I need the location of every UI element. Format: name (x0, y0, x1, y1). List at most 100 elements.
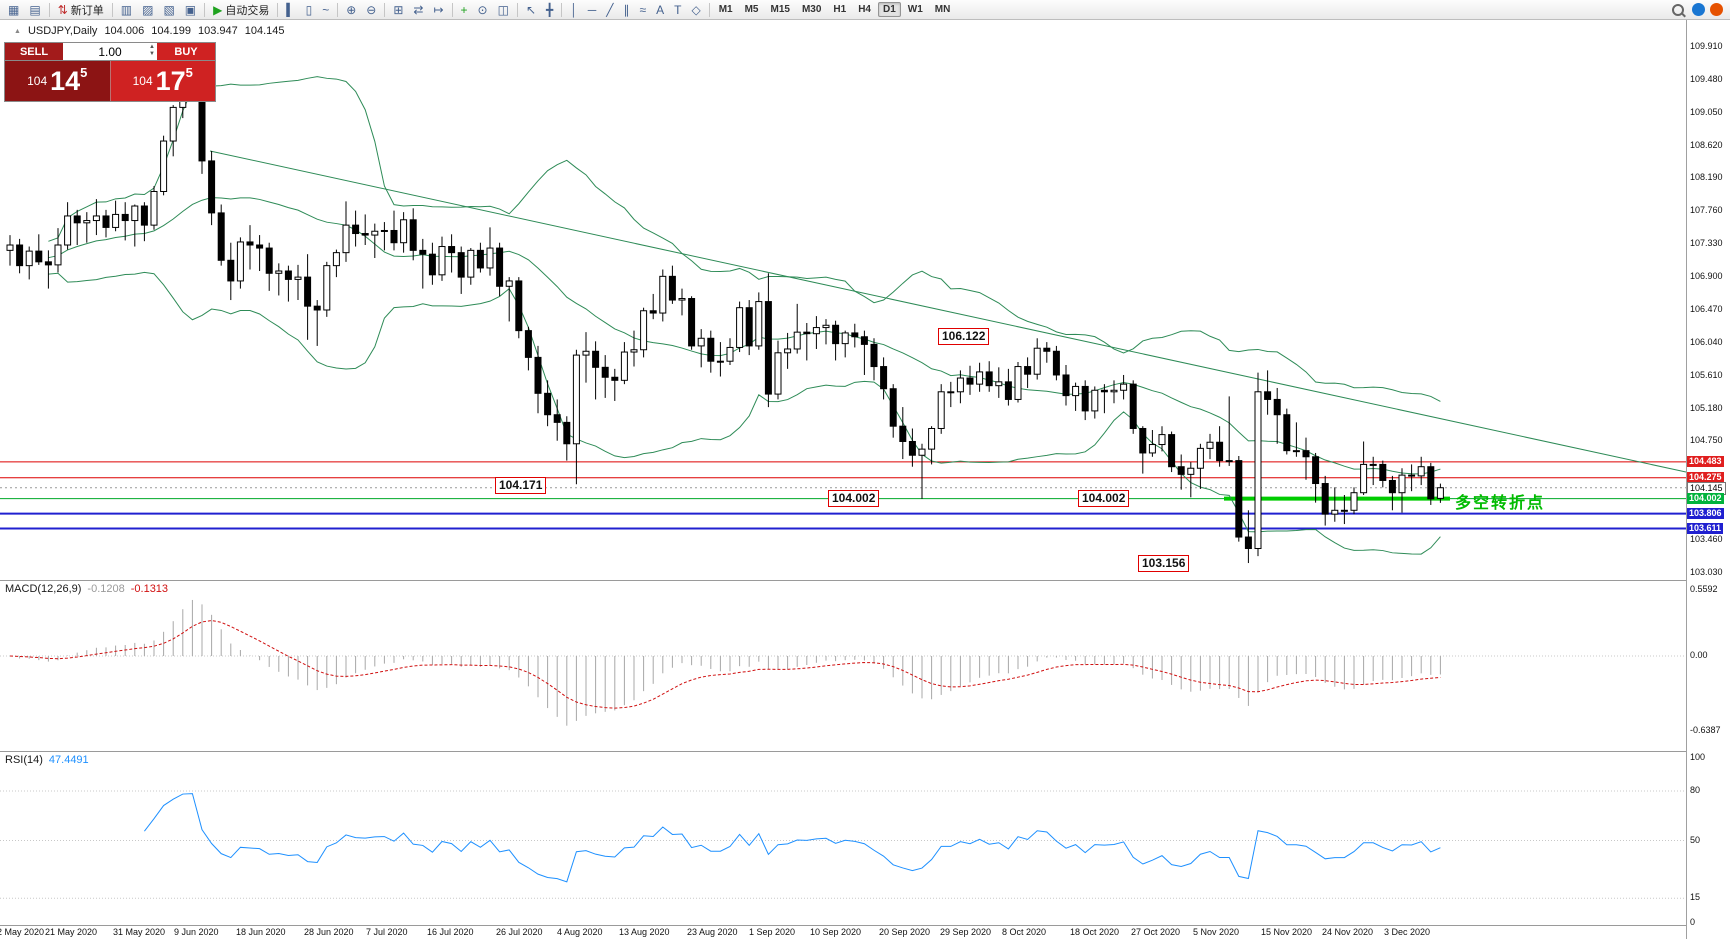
text-label-icon: T (674, 2, 682, 17)
candle (1408, 474, 1416, 477)
new-chart-button[interactable]: ▦ (4, 0, 23, 19)
candle (572, 354, 580, 445)
candle (1100, 389, 1108, 393)
candle (1379, 463, 1387, 481)
price-axis-label: 104.275 (1687, 471, 1724, 483)
chart-profiles-button[interactable]: ▤ (25, 0, 44, 19)
tile-windows-button[interactable]: ⊞ (389, 0, 407, 19)
periods-button[interactable]: ⊙ (474, 0, 492, 19)
candle (284, 270, 292, 280)
price-axis-label: 104.750 (1690, 435, 1723, 446)
candle (937, 391, 945, 429)
new-order-icon: ⇅ (57, 2, 68, 17)
macd-main-value: -0.1208 (87, 583, 125, 595)
candle (1427, 466, 1435, 500)
zoom-out-button[interactable]: ⊖ (362, 0, 380, 19)
date-label: 13 Aug 2020 (619, 927, 670, 937)
rsi-value: 47.4491 (48, 754, 89, 766)
cursor-button[interactable]: ↖ (522, 0, 540, 19)
crosshair-button[interactable]: ╋ (542, 0, 557, 19)
date-label: 21 May 2020 (45, 927, 98, 937)
buy-price-panel[interactable]: 104 17 5 (110, 61, 215, 101)
candle (380, 229, 388, 232)
chart-price-label[interactable]: 104.002 (1078, 490, 1130, 507)
candle (35, 250, 43, 263)
sell-price-base: 104 (27, 74, 48, 88)
price-axis-label: 105.180 (1690, 402, 1723, 413)
timeframe-mn-button[interactable]: MN (934, 4, 951, 15)
data-window-button[interactable]: ▨ (138, 0, 157, 19)
line-chart-button[interactable]: ~ (318, 0, 333, 19)
timeframe-m30-button[interactable]: M30 (801, 4, 822, 15)
candle (1216, 441, 1224, 462)
templates-button[interactable]: ◫ (494, 0, 513, 19)
timeframe-h1-button[interactable]: H1 (833, 4, 847, 15)
zoom-in-button[interactable]: ⊕ (342, 0, 360, 19)
timeframe-m15-button[interactable]: M15 (770, 4, 790, 15)
line-chart-icon: ~ (322, 2, 330, 17)
volume-stepper[interactable]: ▲ ▼ (149, 44, 155, 58)
search-icon[interactable] (1672, 3, 1684, 16)
timeframe-m5-button[interactable]: M5 (744, 4, 759, 15)
navigator-button[interactable]: ▧ (159, 0, 178, 19)
horizontal-line-button[interactable]: ─ (584, 0, 601, 19)
indicators-button[interactable]: + (457, 0, 472, 19)
candle (764, 301, 772, 395)
volume-down-icon[interactable]: ▼ (149, 51, 155, 57)
candle (534, 356, 542, 394)
candle (294, 276, 302, 280)
price-axis[interactable]: 109.910 109.480 109.050 108.620 108.190 107.7… (1686, 20, 1730, 939)
price-axis-label: 107.330 (1690, 238, 1723, 249)
candle (390, 229, 398, 244)
text-button[interactable]: A (652, 0, 668, 19)
volume-input[interactable]: 1.00 ▲ ▼ (63, 43, 157, 60)
timeframe-d1-button[interactable]: D1 (878, 2, 901, 17)
fibonacci-button[interactable]: ≈ (636, 0, 651, 19)
date-label: 31 May 2020 (113, 927, 166, 937)
candle (83, 220, 91, 224)
candle (966, 377, 974, 385)
candle (688, 298, 696, 347)
bar-chart-button[interactable]: ▍ (282, 0, 299, 19)
trendline-button[interactable]: ╱ (602, 0, 617, 19)
volume-up-icon[interactable]: ▲ (149, 44, 155, 50)
candle-chart-button[interactable]: ▯ (302, 0, 317, 19)
terminal-button[interactable]: ▣ (181, 0, 200, 19)
candle (1120, 383, 1128, 391)
timeframe-h4-button[interactable]: H4 (858, 4, 871, 15)
alerts-icon[interactable] (1710, 3, 1723, 16)
candle (1139, 427, 1147, 454)
macd-indicator-title: MACD(12,26,9) -0.1208 -0.1313 (5, 583, 168, 595)
buy-button[interactable]: BUY (157, 43, 215, 60)
price-axis-label: 103.030 (1690, 566, 1723, 577)
sell-button[interactable]: SELL (5, 43, 63, 60)
candle (582, 350, 590, 356)
community-icon[interactable] (1692, 3, 1705, 16)
chart-canvas[interactable] (0, 20, 1686, 939)
shapes-button[interactable]: ◇ (687, 0, 704, 19)
candle (131, 205, 139, 222)
price-axis-label: 0.5592 (1690, 584, 1718, 594)
chart-shift-button[interactable]: ↦ (429, 0, 447, 19)
text-label-button[interactable]: T (670, 0, 685, 19)
sell-price-panel[interactable]: 104 14 5 (5, 61, 111, 101)
price-axis-label: 107.760 (1690, 205, 1723, 216)
timeframe-m1-button[interactable]: M1 (718, 4, 733, 15)
timeframe-w1-button[interactable]: W1 (907, 4, 923, 15)
bull-bear-turning-point-label: 多空转折点 (1455, 495, 1546, 512)
equidistant-channel-button[interactable]: ∥ (620, 0, 634, 19)
new-order-button[interactable]: ⇅ 新订单 (54, 0, 108, 19)
market-watch-button[interactable]: ▥ (117, 0, 136, 19)
chart-price-label[interactable]: 103.156 (1138, 555, 1190, 572)
chart-price-label[interactable]: 104.002 (828, 490, 880, 507)
chart-price-label[interactable]: 104.171 (495, 477, 547, 494)
candle (265, 247, 273, 274)
candle (1024, 366, 1032, 375)
auto-scroll-button[interactable]: ⇄ (409, 0, 427, 19)
candle (44, 261, 52, 266)
vertical-line-button[interactable]: │ (566, 0, 582, 19)
candle (1369, 463, 1377, 466)
candle (236, 241, 244, 282)
auto-trading-button[interactable]: ▶ 自动交易 (209, 0, 273, 19)
chart-price-label[interactable]: 106.122 (938, 328, 990, 345)
